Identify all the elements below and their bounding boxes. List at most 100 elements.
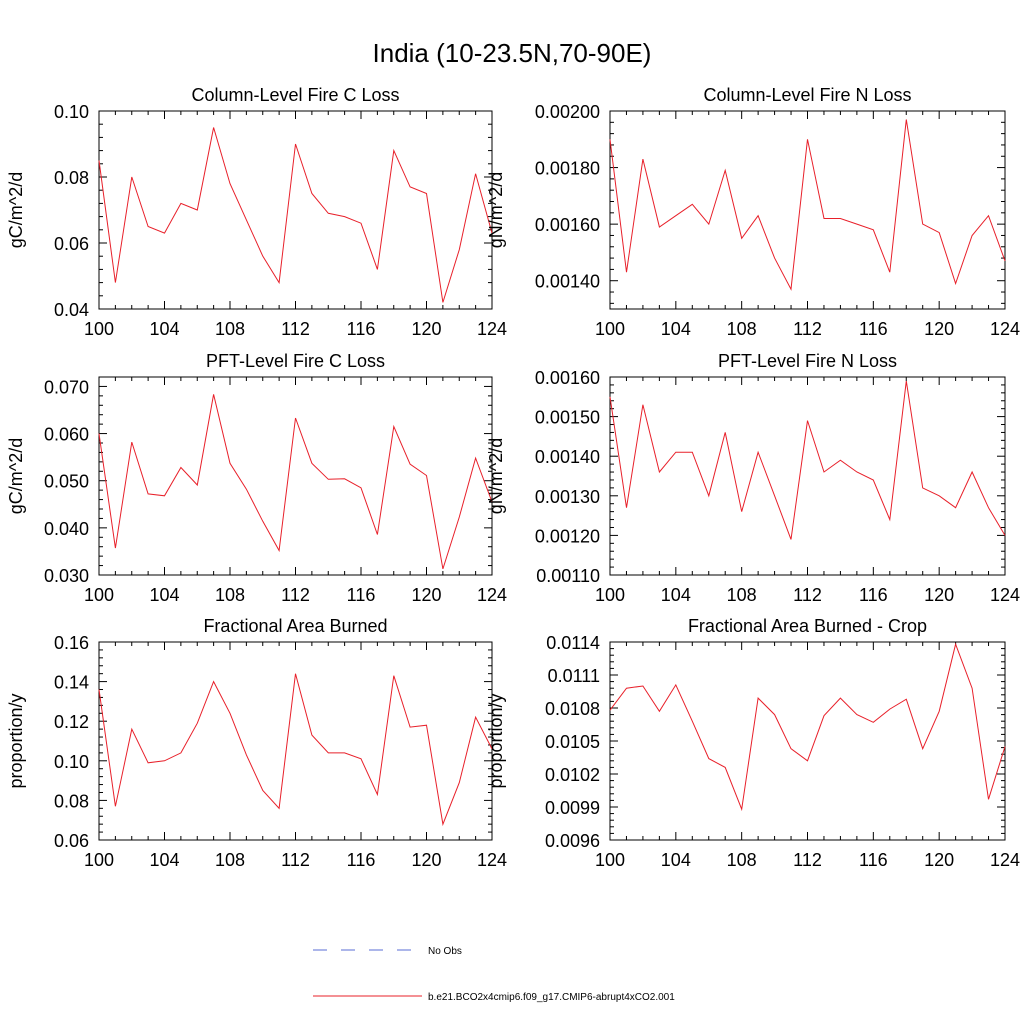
x-tick-label: 116 <box>347 850 376 870</box>
series-line <box>98 394 493 570</box>
x-tick-label: 120 <box>924 585 954 605</box>
panel-title: Fractional Area Burned - Crop <box>688 616 927 636</box>
x-tick-label: 120 <box>411 319 441 339</box>
y-tick-label: 0.10 <box>54 752 89 772</box>
y-tick-label: 0.0105 <box>545 732 600 752</box>
y-tick-label: 0.12 <box>54 712 89 732</box>
series-line <box>609 119 1006 291</box>
y-tick-label: 0.060 <box>44 425 89 445</box>
figure-title: India (10-23.5N,70-90E) <box>373 38 652 68</box>
y-tick-label: 0.00180 <box>535 159 600 179</box>
x-tick-label: 116 <box>347 319 376 339</box>
panels: Column-Level Fire C Loss gC/m^2/d 100 104 10… <box>6 85 1020 870</box>
series-line <box>609 642 1006 812</box>
y-axis-label: gN/m^2/d <box>486 172 506 248</box>
x-tick-label: 104 <box>661 319 691 339</box>
chart-panel-3: PFT-Level Fire C Loss gC/m^2/d 100 104 108 11… <box>6 351 507 605</box>
x-tick-label: 124 <box>990 585 1020 605</box>
panel-title: PFT-Level Fire N Loss <box>718 351 897 371</box>
y-tick-label: 0.08 <box>54 791 89 811</box>
y-axis-label: gC/m^2/d <box>6 172 26 248</box>
x-tick-label: 104 <box>149 850 179 870</box>
x-tick-label: 108 <box>727 319 757 339</box>
legend-label: b.e21.BCO2x4cmip6.f09_g17.CMIP6-abrupt4x… <box>428 992 675 1003</box>
x-tick-label: 120 <box>924 850 954 870</box>
chart-panel-4: PFT-Level Fire N Loss gN/m^2/d 100 104 108 11… <box>486 351 1020 605</box>
y-tick-label: 0.00150 <box>535 408 600 428</box>
x-tick-label: 100 <box>595 850 625 870</box>
y-tick-label: 0.0102 <box>545 765 600 785</box>
x-tick-label: 116 <box>859 850 888 870</box>
x-tick-label: 108 <box>215 585 245 605</box>
x-tick-label: 112 <box>793 585 822 605</box>
series-line <box>98 127 493 303</box>
x-tick-label: 104 <box>149 585 179 605</box>
y-tick-label: 0.0108 <box>545 699 600 719</box>
y-axis-label: gC/m^2/d <box>6 438 26 514</box>
y-tick-label: 0.14 <box>54 673 89 693</box>
x-tick-label: 124 <box>477 319 507 339</box>
y-tick-label: 0.16 <box>54 633 89 653</box>
x-tick-label: 100 <box>84 850 114 870</box>
x-tick-label: 104 <box>149 319 179 339</box>
x-tick-label: 108 <box>727 585 757 605</box>
y-tick-label: 0.00160 <box>535 368 600 388</box>
y-axis-label: proportion/y <box>486 693 506 788</box>
y-tick-label: 0.10 <box>54 102 89 122</box>
x-tick-label: 116 <box>859 319 888 339</box>
y-tick-label: 0.0111 <box>548 666 600 686</box>
x-tick-label: 116 <box>859 585 888 605</box>
chart-panel-6: Fractional Area Burned - Crop proportion/… <box>486 616 1020 870</box>
x-tick-label: 120 <box>411 585 441 605</box>
y-tick-label: 0.00200 <box>535 102 600 122</box>
y-axis-label: proportion/y <box>6 693 26 788</box>
panel-title: Column-Level Fire C Loss <box>191 85 399 105</box>
y-axis-label: gN/m^2/d <box>486 438 506 514</box>
x-tick-label: 112 <box>281 585 310 605</box>
y-tick-label: 0.0099 <box>545 798 600 818</box>
y-tick-label: 0.050 <box>44 472 89 492</box>
x-tick-label: 100 <box>595 585 625 605</box>
y-tick-label: 0.00110 <box>536 566 600 586</box>
panel-title: Fractional Area Burned <box>203 616 387 636</box>
legend-label: No Obs <box>428 946 462 957</box>
x-tick-label: 112 <box>793 319 822 339</box>
x-tick-label: 124 <box>990 319 1020 339</box>
x-tick-label: 104 <box>661 850 691 870</box>
y-tick-label: 0.00130 <box>535 487 600 507</box>
x-tick-label: 124 <box>477 850 507 870</box>
chart-panel-5: Fractional Area Burned proportion/y 100 104… <box>6 616 507 870</box>
y-tick-label: 0.0096 <box>545 831 600 851</box>
panel-title: Column-Level Fire N Loss <box>703 85 911 105</box>
series-line <box>98 673 493 827</box>
x-tick-label: 100 <box>595 319 625 339</box>
x-tick-label: 120 <box>411 850 441 870</box>
x-tick-label: 100 <box>84 319 114 339</box>
x-tick-label: 116 <box>347 585 376 605</box>
x-tick-label: 104 <box>661 585 691 605</box>
plot-frame <box>98 110 493 310</box>
y-tick-label: 0.06 <box>54 831 89 851</box>
x-tick-label: 124 <box>990 850 1020 870</box>
plot-frame <box>98 641 493 841</box>
x-tick-label: 108 <box>215 319 245 339</box>
y-tick-label: 0.00140 <box>535 272 600 292</box>
legend: No Obs b.e21.BCO2x4cmip6.f09_g17.CMIP6-ab… <box>313 946 675 1003</box>
y-tick-label: 0.00160 <box>535 215 600 235</box>
y-tick-label: 0.08 <box>54 168 89 188</box>
y-tick-label: 0.04 <box>54 300 89 320</box>
y-tick-label: 0.00120 <box>535 526 600 546</box>
y-tick-label: 0.0114 <box>546 633 600 653</box>
panel-title: PFT-Level Fire C Loss <box>206 351 385 371</box>
y-tick-label: 0.06 <box>54 234 89 254</box>
y-tick-label: 0.030 <box>44 566 89 586</box>
plot-frame <box>609 641 1006 841</box>
series-line <box>609 380 1006 540</box>
x-tick-label: 124 <box>477 585 507 605</box>
x-tick-label: 108 <box>215 850 245 870</box>
y-tick-label: 0.00140 <box>535 447 600 467</box>
x-tick-label: 112 <box>793 850 822 870</box>
plot-frame <box>609 376 1006 576</box>
x-tick-label: 112 <box>281 319 310 339</box>
